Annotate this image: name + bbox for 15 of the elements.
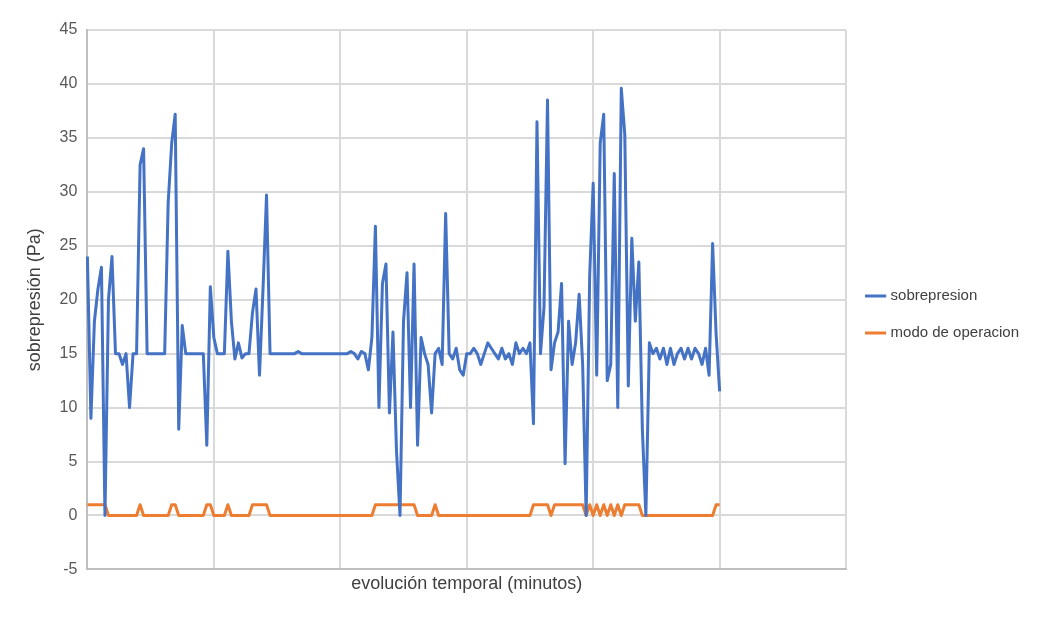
y-tick-label: 25 (59, 236, 78, 254)
y-tick-label: -5 (63, 559, 78, 577)
y-tick-label: 5 (68, 451, 78, 469)
y-tick-label: 40 (59, 74, 78, 92)
y-tick-label: 45 (59, 20, 78, 38)
y-tick-label: 35 (59, 128, 78, 146)
y-tick-label: 0 (68, 505, 78, 523)
y-tick-label: 15 (59, 344, 78, 362)
y-tick-label: 30 (59, 182, 78, 200)
legend-label: modo de operacion (890, 323, 1020, 341)
y-axis-title: sobrepresión (Pa) (23, 228, 44, 372)
y-tick-label: 10 (59, 397, 78, 415)
legend-label: sobrepresion (890, 286, 978, 304)
y-tick-label: 20 (59, 290, 78, 308)
x-axis-title: evolución temporal (minutos) (351, 573, 583, 594)
